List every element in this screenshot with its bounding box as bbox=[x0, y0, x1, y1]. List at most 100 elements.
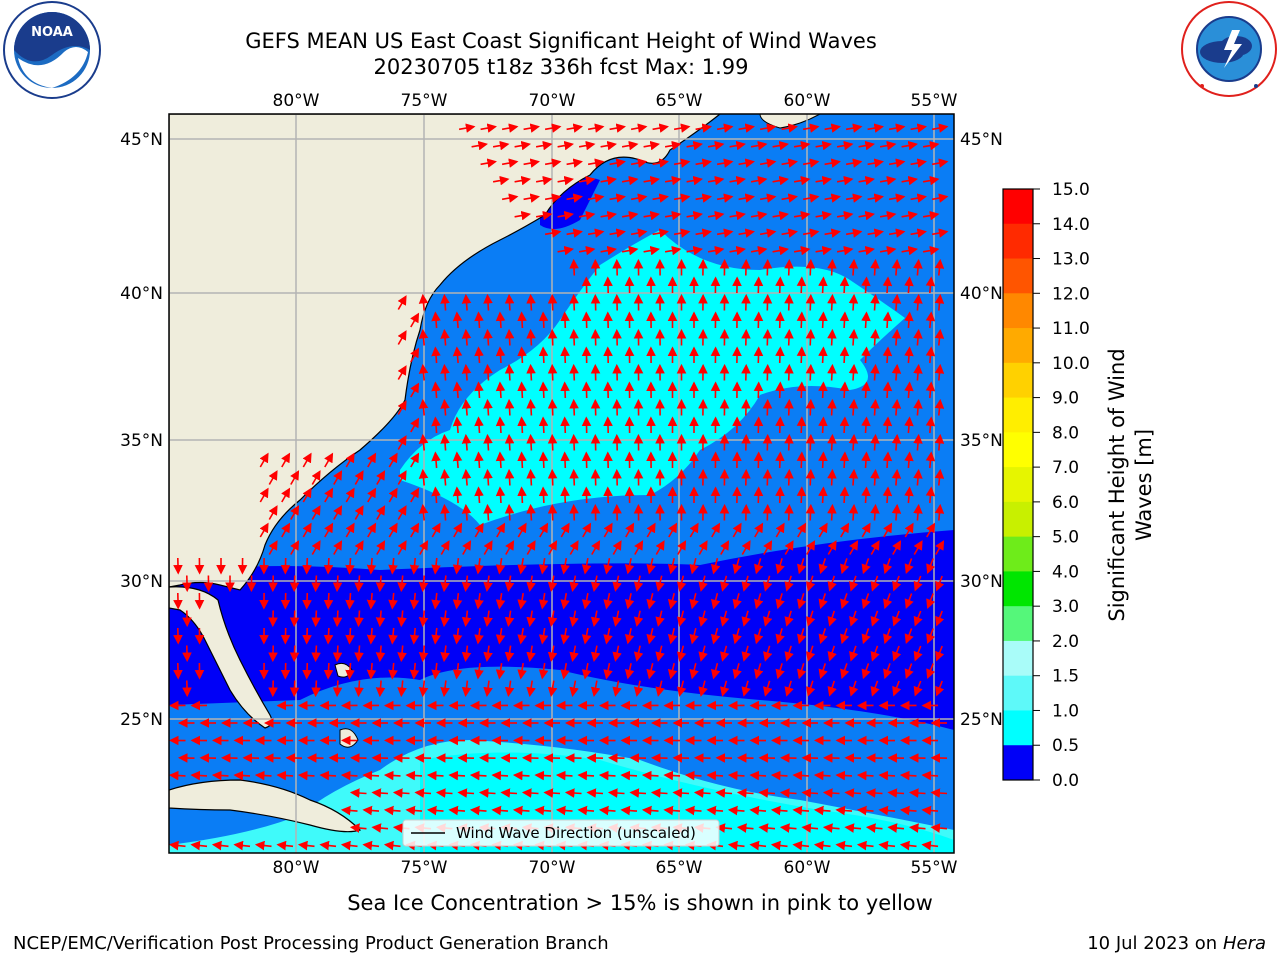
wind-wave-arrow bbox=[891, 258, 902, 276]
wind-wave-arrow bbox=[913, 398, 923, 416]
wind-wave-arrow bbox=[512, 770, 530, 781]
wind-wave-arrow bbox=[578, 175, 596, 186]
wind-wave-arrow bbox=[710, 592, 721, 610]
wind-wave-arrow bbox=[836, 175, 854, 186]
wind-wave-arrow bbox=[818, 522, 828, 538]
wind-wave-arrow bbox=[934, 503, 945, 521]
wind-wave-arrow bbox=[784, 258, 794, 276]
lat-label-40n-left: 40°N bbox=[120, 284, 163, 304]
wind-wave-arrow bbox=[673, 158, 691, 168]
wind-wave-arrow bbox=[861, 486, 871, 504]
wind-wave-arrow bbox=[892, 680, 902, 697]
wind-wave-arrow bbox=[824, 228, 841, 238]
wind-wave-arrow bbox=[495, 346, 506, 364]
wind-wave-arrow bbox=[523, 158, 540, 168]
wind-wave-arrow bbox=[547, 468, 558, 486]
colorbar-tick-label: 1.0 bbox=[1052, 701, 1079, 721]
wind-wave-arrow bbox=[882, 346, 893, 364]
wind-wave-arrow bbox=[663, 805, 681, 816]
wind-wave-arrow bbox=[711, 522, 721, 538]
wind-wave-arrow bbox=[302, 557, 312, 575]
wind-wave-arrow bbox=[371, 823, 389, 833]
wind-wave-arrow bbox=[290, 470, 300, 485]
wind-wave-arrow bbox=[891, 363, 902, 381]
wind-wave-arrow bbox=[910, 193, 927, 203]
wind-wave-arrow bbox=[538, 381, 549, 399]
colorbar-segment bbox=[1003, 258, 1033, 294]
wind-wave-arrow bbox=[650, 788, 668, 798]
wind-wave-arrow bbox=[418, 398, 429, 416]
lat-label-45n-left: 45°N bbox=[120, 130, 163, 150]
wind-wave-arrow bbox=[797, 558, 807, 575]
wind-wave-arrow bbox=[452, 628, 463, 645]
wind-wave-arrow bbox=[925, 416, 936, 434]
lon-label-60w-top: 60°W bbox=[784, 91, 831, 111]
wind-wave-arrow bbox=[557, 245, 574, 256]
wind-wave-arrow bbox=[706, 770, 724, 781]
colorbar-tick-label: 0.0 bbox=[1052, 771, 1079, 791]
wind-wave-arrow bbox=[727, 770, 745, 781]
wind-wave-arrow bbox=[590, 575, 601, 592]
wind-wave-arrow bbox=[904, 381, 914, 399]
wind-wave-arrow bbox=[727, 840, 745, 851]
wind-wave-arrow bbox=[324, 522, 334, 538]
wind-wave-arrow bbox=[332, 575, 343, 593]
wind-wave-arrow bbox=[891, 328, 902, 346]
wind-wave-arrow bbox=[440, 398, 450, 416]
wind-wave-arrow bbox=[569, 645, 579, 662]
wind-wave-arrow bbox=[538, 662, 549, 680]
wind-wave-arrow bbox=[772, 210, 789, 221]
wind-wave-arrow bbox=[913, 363, 923, 381]
wind-wave-arrow bbox=[345, 627, 355, 645]
wind-wave-arrow bbox=[566, 228, 583, 238]
wind-wave-arrow bbox=[504, 680, 515, 697]
wind-wave-arrow bbox=[646, 628, 656, 645]
wind-wave-arrow bbox=[815, 210, 832, 221]
wind-wave-arrow bbox=[664, 140, 682, 151]
wind-wave-arrow bbox=[598, 770, 616, 781]
wind-wave-arrow bbox=[796, 416, 807, 434]
wind-wave-arrow bbox=[376, 470, 386, 485]
lat-label-25n-left: 25°N bbox=[120, 710, 163, 730]
wind-wave-arrow bbox=[281, 487, 291, 503]
wind-wave-arrow bbox=[440, 363, 450, 381]
wind-wave-arrow bbox=[474, 346, 484, 364]
wind-wave-arrow bbox=[887, 823, 905, 833]
wind-wave-arrow bbox=[845, 193, 863, 203]
wind-wave-arrow bbox=[612, 680, 622, 697]
wind-wave-arrow bbox=[569, 503, 579, 521]
wind-wave-arrow bbox=[643, 210, 660, 221]
wind-wave-arrow bbox=[840, 663, 850, 680]
wind-wave-arrow bbox=[667, 663, 678, 680]
wind-wave-arrow bbox=[931, 228, 949, 238]
colorbar-segment bbox=[1003, 189, 1033, 225]
wind-wave-arrow bbox=[643, 245, 660, 256]
wind-wave-arrow bbox=[405, 770, 423, 781]
wind-wave-arrow bbox=[667, 628, 678, 645]
wind-wave-arrow bbox=[557, 175, 574, 186]
wind-wave-arrow bbox=[452, 381, 463, 399]
wind-wave-arrow bbox=[848, 468, 859, 486]
wind-wave-arrow bbox=[710, 662, 721, 680]
wind-wave-arrow bbox=[861, 522, 871, 538]
wind-wave-arrow bbox=[925, 486, 936, 504]
wind-wave-arrow bbox=[569, 258, 579, 276]
wind-wave-arrow bbox=[311, 575, 321, 593]
wind-wave-arrow bbox=[495, 381, 506, 399]
wind-wave-arrow bbox=[461, 680, 472, 697]
wind-wave-arrow bbox=[600, 140, 617, 151]
wind-wave-arrow bbox=[526, 328, 536, 346]
wind-wave-arrow bbox=[686, 175, 703, 186]
wind-wave-arrow bbox=[861, 593, 871, 610]
wind-wave-arrow bbox=[775, 558, 785, 575]
wind-wave-arrow bbox=[581, 557, 592, 575]
wind-wave-arrow bbox=[526, 645, 536, 662]
wind-wave-arrow bbox=[362, 805, 380, 816]
wind-wave-arrow bbox=[397, 470, 407, 485]
wind-wave-arrow bbox=[495, 451, 506, 469]
wind-wave-arrow bbox=[281, 522, 291, 538]
wind-wave-arrow bbox=[805, 258, 816, 276]
wind-wave-arrow bbox=[770, 840, 788, 851]
wind-wave-arrow bbox=[566, 193, 583, 203]
wind-wave-arrow bbox=[367, 522, 377, 538]
